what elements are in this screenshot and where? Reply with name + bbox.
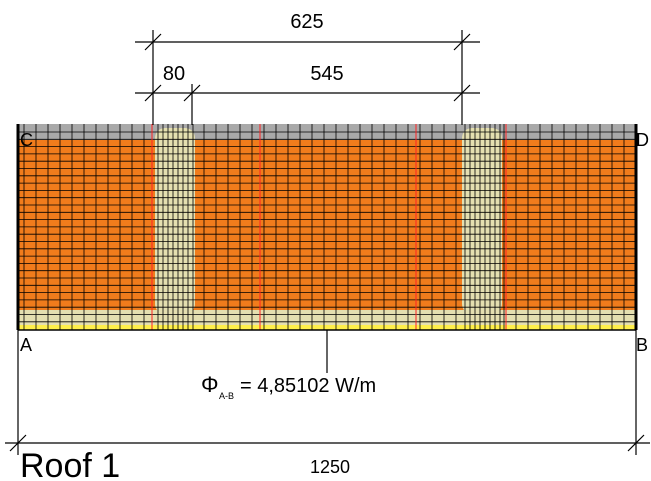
- tick: [144, 33, 471, 102]
- roof-section: [16, 124, 638, 331]
- dimension-label: 80: [163, 63, 185, 85]
- title: Roof 1: [20, 447, 120, 481]
- stud: [462, 128, 502, 314]
- flux-symbol: Φ: [201, 372, 219, 397]
- dimension-label: 625: [290, 11, 323, 33]
- bottom-layer: [18, 325, 636, 330]
- corner-label: C: [20, 130, 33, 150]
- mesh: [18, 124, 636, 330]
- stud: [155, 128, 195, 314]
- flux-subscript: A-B: [219, 391, 234, 401]
- dimension-label: 1250: [310, 457, 350, 477]
- tick: [9, 434, 645, 452]
- corner-label: D: [636, 130, 649, 150]
- corner-label: A: [20, 335, 32, 355]
- board-layer: [18, 310, 636, 325]
- dimension-label: 545: [310, 63, 343, 85]
- flux-value: = 4,85102 W/m: [240, 375, 376, 397]
- corner-label: B: [636, 335, 648, 355]
- dimensions: [5, 30, 650, 455]
- insulation: [18, 140, 636, 312]
